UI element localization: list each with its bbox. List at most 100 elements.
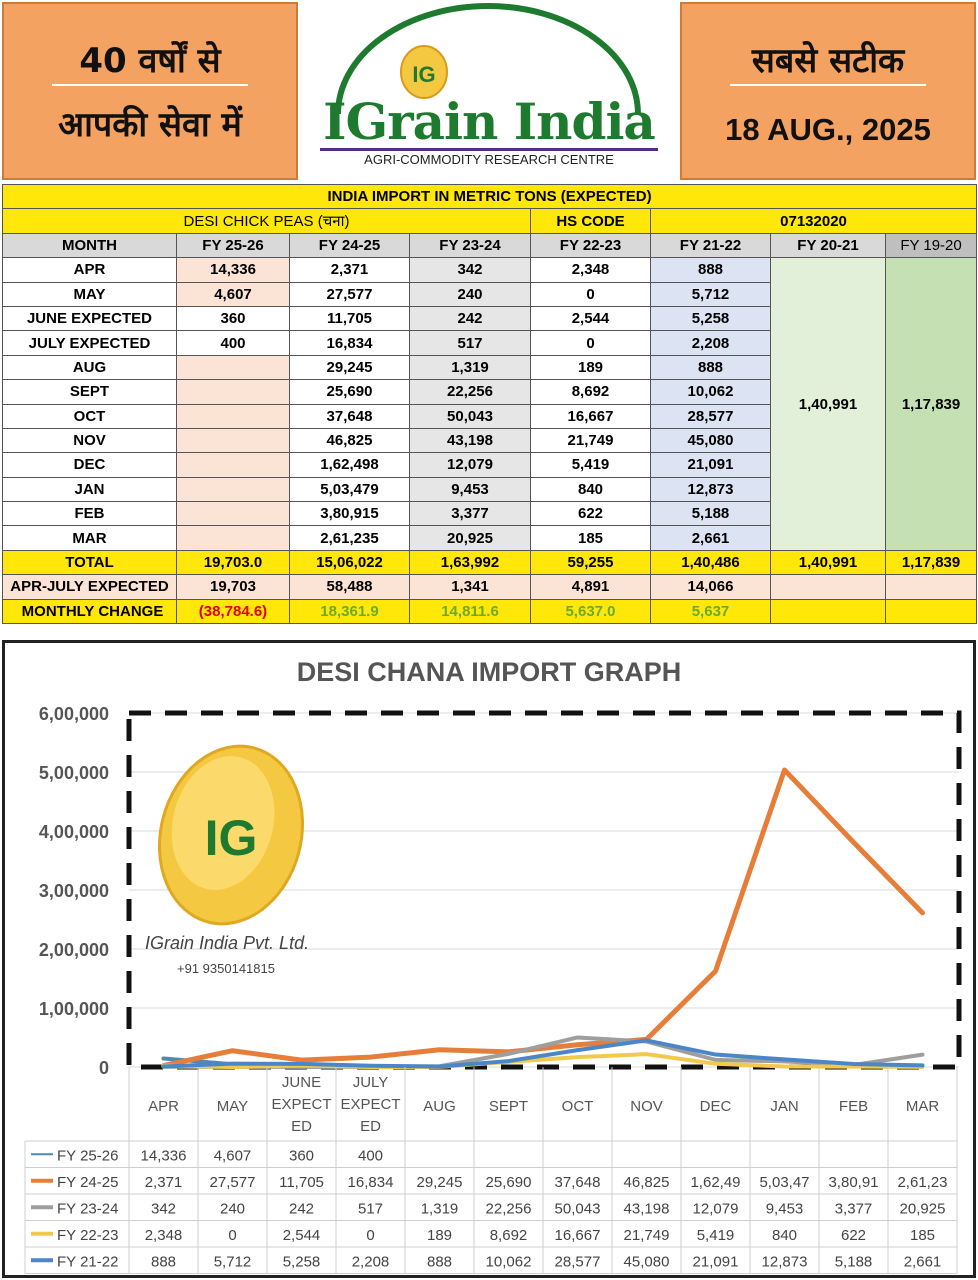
table-value-label: 888 [151, 1253, 176, 1270]
value-cell: 840 [530, 476, 651, 503]
month-cell: NOV [2, 427, 177, 454]
value-cell: 12,873 [650, 476, 771, 503]
month-cell: DEC [2, 452, 177, 478]
x-category-label: NOV [630, 1098, 663, 1115]
logo-subtitle: AGRI-COMMODITY RESEARCH CENTRE [364, 152, 614, 167]
tagline-line2: आपकी सेवा में [58, 105, 242, 145]
page-header: 40 वर्षों से आपकी सेवा में IG IGrain Ind… [0, 0, 978, 182]
value-cell: 3,80,915 [289, 501, 410, 527]
value-cell: 50,043 [409, 403, 531, 429]
value-cell: 5,258 [650, 305, 771, 332]
table-row: MAR 2,61,235 20,925 185 2,661 [2, 525, 977, 551]
accuracy-divider [730, 84, 926, 86]
x-category-label: AUG [423, 1098, 456, 1115]
tagline-divider [52, 84, 248, 86]
table-value-label: 5,03,47 [759, 1174, 809, 1191]
value-cell: 2,61,235 [289, 525, 410, 551]
x-category-label: MAR [906, 1098, 940, 1115]
table-value-label: 27,577 [210, 1174, 256, 1191]
x-category-label: FEB [839, 1098, 868, 1115]
value-cell: 16,834 [289, 330, 410, 356]
col-header-month: MONTH [2, 232, 177, 259]
table-value-label: 3,377 [835, 1200, 873, 1217]
table-value-label: 20,925 [900, 1200, 946, 1217]
apr-july-cell: 14,066 [650, 574, 771, 600]
value-cell: 2,544 [530, 305, 651, 332]
table-value-label: 400 [358, 1147, 383, 1164]
value-cell: 16,667 [530, 403, 651, 429]
x-category-label: ED [360, 1118, 381, 1135]
legend-series-name: FY 22-23 [57, 1227, 118, 1244]
col-header-fy2324: FY 23-24 [409, 232, 531, 259]
apr-july-cell [770, 574, 886, 600]
table-value-label: 29,245 [417, 1174, 463, 1191]
table-title: INDIA IMPORT IN METRIC TONS (EXPECTED) [1, 183, 978, 210]
table-value-label: 16,834 [348, 1174, 394, 1191]
x-category-label: EXPECT [271, 1096, 331, 1113]
table-value-label: 5,419 [697, 1227, 735, 1244]
table-value-label: 50,043 [555, 1200, 601, 1217]
value-cell: 3,377 [409, 501, 531, 527]
import-table: INDIA IMPORT IN METRIC TONS (EXPECTED) D… [1, 183, 978, 625]
table-value-label: 8,692 [490, 1227, 528, 1244]
y-tick-label: 2,00,000 [39, 940, 109, 960]
month-cell: MAY [2, 281, 177, 307]
table-value-label: 3,80,91 [828, 1174, 878, 1191]
logo-arc-icon: IG [335, 3, 641, 115]
table-title-row: INDIA IMPORT IN METRIC TONS (EXPECTED) [1, 183, 978, 210]
value-cell: 28,577 [650, 403, 771, 429]
x-category-label: SEPT [489, 1098, 528, 1115]
value-cell: 10,062 [650, 379, 771, 405]
value-cell: 4,607 [176, 281, 290, 307]
value-cell: 22,256 [409, 379, 531, 405]
table-value-label: 0 [228, 1227, 236, 1244]
y-tick-label: 1,00,000 [39, 999, 109, 1019]
x-category-label: APR [148, 1098, 179, 1115]
legend-series-name: FY 24-25 [57, 1174, 118, 1191]
table-row: APR 14,336 2,371 342 2,348 888 1,40,991 … [2, 257, 978, 551]
table-value-label: 2,661 [904, 1253, 942, 1270]
table-row: AUG 29,245 1,319 189 888 [2, 354, 977, 381]
table-value-label: 189 [427, 1227, 452, 1244]
table-value-label: 360 [289, 1147, 314, 1164]
x-category-label: JULY [353, 1074, 389, 1091]
value-cell [176, 525, 290, 551]
table-value-label: 342 [151, 1200, 176, 1217]
table-value-label: 888 [427, 1253, 452, 1270]
table-value-label: 12,873 [762, 1253, 808, 1270]
product-row: DESI CHICK PEAS (चना) HS CODE 07132020 [2, 208, 978, 234]
col-header-fy1920: FY 19-20 [884, 232, 978, 259]
series-line-fy-24-25 [161, 767, 925, 1069]
month-cell: FEB [2, 501, 177, 527]
month-cell: SEPT [2, 379, 177, 405]
value-cell: 242 [409, 305, 531, 332]
table-value-label: 9,453 [766, 1200, 804, 1217]
monthly-change-cell [884, 598, 978, 625]
watermark-logo: IG IGrain India Pvt. Ltd. +91 9350141815 [145, 744, 309, 976]
table-value-label: 2,371 [145, 1174, 183, 1191]
value-cell: 240 [409, 281, 531, 307]
y-tick-label: 5,00,000 [39, 763, 109, 783]
value-cell: 5,03,479 [289, 476, 410, 503]
y-tick-label: 6,00,000 [39, 704, 109, 724]
table-row: OCT 37,648 50,043 16,667 28,577 [2, 403, 977, 429]
table-value-label: 0 [366, 1227, 374, 1244]
table-value-label: 22,256 [486, 1200, 532, 1217]
legend-series-name: FY 23-24 [57, 1200, 118, 1217]
monthly-change-cell: 5,637 [650, 598, 771, 625]
month-cell: JULY EXPECTED [2, 330, 177, 356]
table-value-label: 2,544 [283, 1227, 321, 1244]
accuracy-box: सबसे सटीक 18 AUG., 2025 [680, 2, 976, 180]
apr-july-label: APR-JULY EXPECTED [2, 574, 177, 600]
value-cell: 2,348 [530, 257, 651, 283]
table-value-label: 5,188 [835, 1253, 873, 1270]
value-cell [176, 427, 290, 454]
table-row: SEPT 25,690 22,256 8,692 10,062 [2, 379, 977, 405]
table-value-label: 11,705 [279, 1174, 324, 1191]
table-row: JUNE EXPECTED 360 11,705 242 2,544 5,258 [2, 305, 977, 332]
value-cell: 342 [409, 257, 531, 283]
month-cell: MAR [2, 525, 177, 551]
total-label: TOTAL [2, 549, 177, 576]
x-category-label: MAY [217, 1098, 248, 1115]
total-cell: 59,255 [530, 549, 651, 576]
